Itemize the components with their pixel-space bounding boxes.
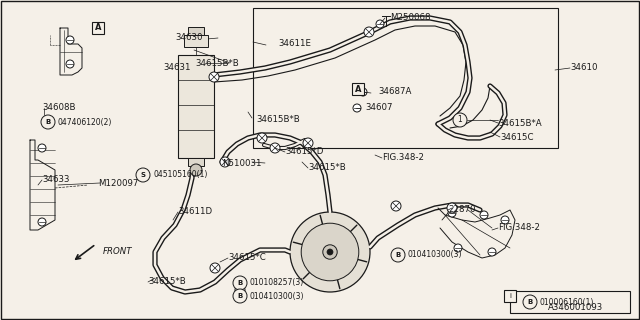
Text: B: B bbox=[527, 299, 532, 305]
Circle shape bbox=[456, 116, 464, 124]
Circle shape bbox=[38, 218, 46, 226]
Circle shape bbox=[488, 248, 496, 256]
Text: A346001093: A346001093 bbox=[548, 303, 604, 313]
Circle shape bbox=[353, 104, 361, 112]
Circle shape bbox=[523, 295, 537, 309]
Circle shape bbox=[41, 115, 55, 129]
Text: 34615*B: 34615*B bbox=[308, 164, 346, 172]
Text: 34630: 34630 bbox=[175, 34, 202, 43]
Text: 34615*B: 34615*B bbox=[148, 277, 186, 286]
Text: B: B bbox=[237, 293, 243, 299]
Circle shape bbox=[233, 276, 247, 290]
Text: M120097: M120097 bbox=[98, 179, 138, 188]
Bar bbox=[188, 158, 204, 166]
Circle shape bbox=[454, 244, 462, 252]
Circle shape bbox=[38, 144, 46, 152]
Bar bbox=[504, 290, 516, 302]
Text: B: B bbox=[237, 280, 243, 286]
Text: 34687A: 34687A bbox=[378, 87, 412, 97]
Text: 22870: 22870 bbox=[448, 205, 476, 214]
Circle shape bbox=[270, 143, 280, 153]
Text: 34611D: 34611D bbox=[178, 207, 212, 217]
Text: A: A bbox=[355, 84, 361, 93]
Text: 1: 1 bbox=[458, 116, 462, 124]
Text: FRONT: FRONT bbox=[103, 247, 132, 257]
Text: M250068: M250068 bbox=[390, 13, 431, 22]
Circle shape bbox=[190, 164, 202, 176]
Bar bbox=[178, 55, 214, 158]
Text: A: A bbox=[95, 23, 101, 33]
Text: i: i bbox=[509, 293, 511, 299]
Text: S: S bbox=[141, 172, 145, 178]
Circle shape bbox=[220, 157, 230, 167]
Bar bbox=[184, 35, 208, 47]
Text: N510031: N510031 bbox=[222, 158, 262, 167]
Circle shape bbox=[391, 201, 401, 211]
Bar bbox=[253, 8, 558, 148]
Circle shape bbox=[359, 88, 367, 96]
Circle shape bbox=[66, 36, 74, 44]
Text: FIG.348-2: FIG.348-2 bbox=[498, 223, 540, 233]
Text: 34610: 34610 bbox=[570, 63, 598, 73]
Circle shape bbox=[448, 209, 456, 217]
Text: 34611E: 34611E bbox=[278, 39, 311, 49]
Bar bbox=[92, 22, 104, 34]
Text: 34615B*A: 34615B*A bbox=[498, 118, 541, 127]
Circle shape bbox=[501, 216, 509, 224]
Circle shape bbox=[257, 133, 267, 143]
Circle shape bbox=[290, 212, 370, 292]
Text: 34633: 34633 bbox=[42, 175, 70, 185]
Text: 045105160(1): 045105160(1) bbox=[153, 171, 207, 180]
Text: 34615C: 34615C bbox=[500, 132, 534, 141]
Circle shape bbox=[447, 203, 457, 213]
Circle shape bbox=[233, 289, 247, 303]
Circle shape bbox=[453, 113, 467, 127]
Text: 010410300(3): 010410300(3) bbox=[250, 292, 305, 300]
Circle shape bbox=[376, 20, 384, 28]
Text: 34615*C: 34615*C bbox=[228, 253, 266, 262]
Text: 047406120(2): 047406120(2) bbox=[58, 117, 113, 126]
Circle shape bbox=[391, 248, 405, 262]
Text: 34631: 34631 bbox=[163, 63, 191, 73]
Text: B: B bbox=[45, 119, 51, 125]
Text: 34615B*B: 34615B*B bbox=[195, 59, 239, 68]
Circle shape bbox=[327, 249, 333, 255]
Circle shape bbox=[323, 245, 337, 259]
Circle shape bbox=[303, 138, 313, 148]
Text: 010006160(1): 010006160(1) bbox=[540, 298, 595, 307]
Circle shape bbox=[480, 211, 488, 219]
Text: 34608B: 34608B bbox=[42, 103, 76, 113]
Text: 010108257(3): 010108257(3) bbox=[250, 278, 304, 287]
Circle shape bbox=[301, 223, 359, 281]
Text: FIG.348-2: FIG.348-2 bbox=[382, 154, 424, 163]
Circle shape bbox=[209, 72, 219, 82]
Circle shape bbox=[364, 27, 374, 37]
Text: 34615*D: 34615*D bbox=[285, 148, 323, 156]
Text: B: B bbox=[396, 252, 401, 258]
Bar bbox=[352, 83, 364, 95]
Circle shape bbox=[235, 285, 245, 295]
Text: 34607: 34607 bbox=[365, 103, 392, 113]
Circle shape bbox=[66, 60, 74, 68]
Text: 010410300(3): 010410300(3) bbox=[408, 251, 463, 260]
Circle shape bbox=[136, 168, 150, 182]
Circle shape bbox=[210, 263, 220, 273]
Bar bbox=[188, 27, 204, 35]
Bar bbox=[510, 291, 630, 313]
Text: 34615B*B: 34615B*B bbox=[256, 116, 300, 124]
